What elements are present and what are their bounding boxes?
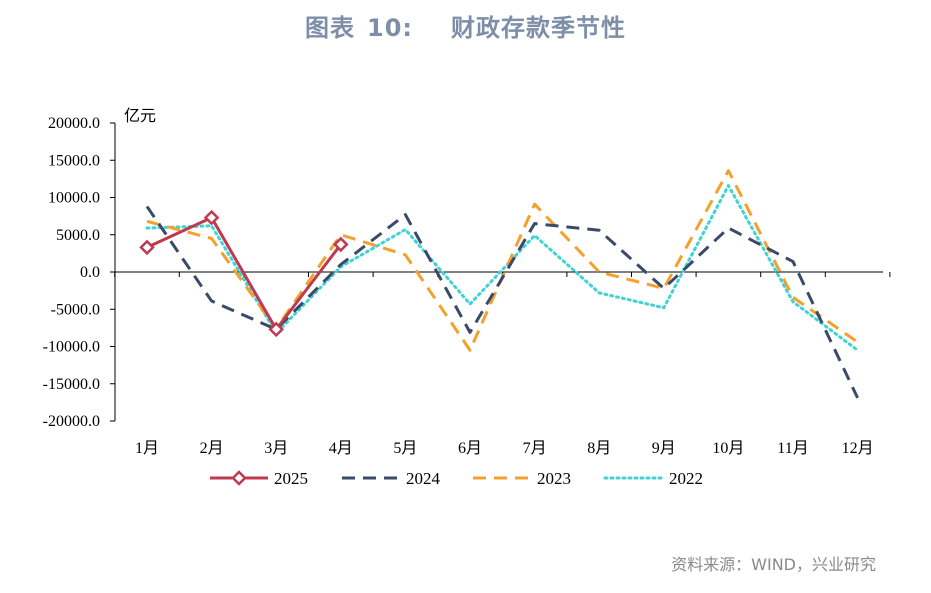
legend-marker-2025	[231, 470, 247, 486]
y-tick-label: -10000.0	[43, 339, 100, 356]
x-tick-label: 5月	[393, 440, 417, 457]
series-marker-2025	[139, 239, 155, 256]
series-line-2023	[146, 169, 859, 352]
x-tick-label: 3月	[264, 440, 288, 457]
series-line-2022	[145, 184, 860, 352]
x-tick-label: 9月	[652, 440, 676, 457]
y-tick-label: 20000.0	[48, 115, 100, 132]
chart-title: 图表 10: 财政存款季节性	[0, 8, 931, 43]
legend-label-2022: 2022	[669, 469, 703, 488]
x-tick-label: 8月	[587, 440, 611, 457]
source-note: 资料来源：WIND，兴业研究	[671, 555, 876, 574]
legend-label-2024: 2024	[406, 469, 441, 488]
y-tick-label: 0.0	[80, 264, 100, 281]
y-tick-label: 5000.0	[56, 227, 100, 244]
x-tick-label: 2月	[200, 440, 224, 457]
y-tick-label: -20000.0	[43, 413, 100, 430]
x-tick-label: 6月	[458, 440, 482, 457]
x-tick-label: 1月	[135, 440, 159, 457]
title-number: 10:	[367, 14, 413, 42]
series-marker-2025	[268, 321, 284, 338]
y-tick-label: -5000.0	[51, 301, 100, 318]
y-tick-label: 10000.0	[48, 190, 100, 207]
series-marker-2025	[203, 209, 220, 226]
series-marker-2025	[333, 236, 349, 253]
series-line-2024	[145, 205, 859, 399]
y-tick-label: -15000.0	[43, 376, 100, 393]
legend-label-2025: 2025	[274, 469, 308, 488]
y-tick-label: 15000.0	[48, 152, 100, 169]
chart-axes: 20000.0 15000.0 10000.0 5000.0 0.0 -5000.0 -10…	[43, 106, 891, 457]
title-prefix: 图表	[305, 14, 355, 42]
y-unit-label: 亿元	[124, 106, 156, 125]
title-text: 财政存款季节性	[451, 14, 626, 42]
x-tick-label: 7月	[523, 440, 547, 457]
x-tick-label: 11月	[777, 440, 808, 457]
chart-legend: 2025 2024 2023 2022	[210, 469, 703, 488]
x-tick-label: 4月	[329, 440, 353, 457]
x-tick-label: 12月	[842, 440, 874, 457]
series-line-2025	[146, 216, 342, 331]
legend-label-2023: 2023	[537, 469, 571, 488]
x-tick-label: 10月	[712, 440, 744, 457]
chart-series	[139, 169, 860, 399]
